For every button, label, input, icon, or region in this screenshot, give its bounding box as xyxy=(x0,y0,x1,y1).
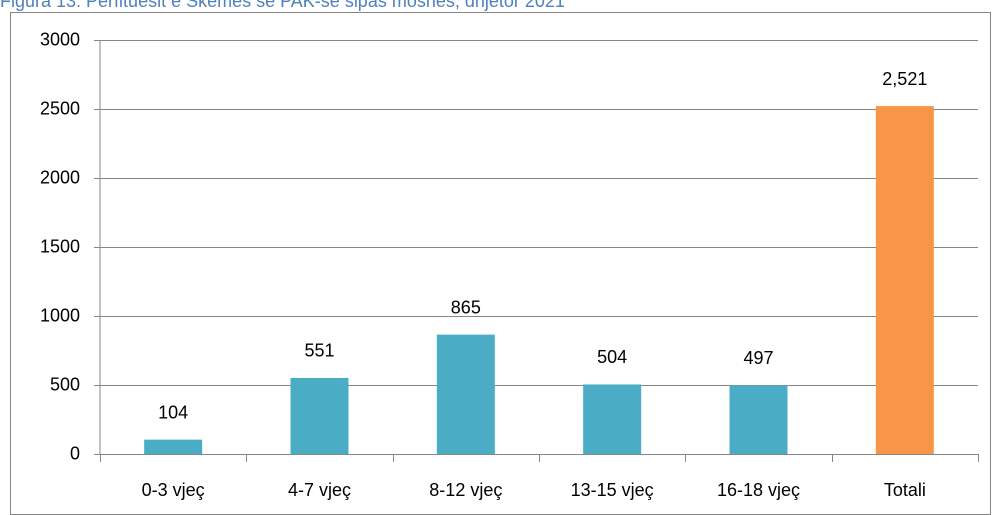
data-label: 865 xyxy=(451,297,481,317)
y-tick-label: 3000 xyxy=(40,29,80,49)
bar xyxy=(875,106,934,455)
data-label: 504 xyxy=(597,347,627,367)
bar xyxy=(144,439,203,454)
bar xyxy=(729,385,788,454)
x-tick-label: 13-15 vjeç xyxy=(571,480,654,500)
x-tick-label: 0-3 vjeç xyxy=(142,480,205,500)
data-label: 2,521 xyxy=(882,69,927,89)
y-tick-label: 2000 xyxy=(40,167,80,187)
y-tick-label: 0 xyxy=(70,443,80,463)
bar xyxy=(583,384,642,454)
y-tick-label: 2500 xyxy=(40,98,80,118)
y-tick-label: 1500 xyxy=(40,236,80,256)
data-label: 497 xyxy=(743,348,773,368)
chart-title: Figura 13: Përfituesit e Skemës së PAK-s… xyxy=(0,0,565,11)
bar xyxy=(436,334,495,454)
x-tick-label: 16-18 vjeç xyxy=(717,480,800,500)
data-label: 551 xyxy=(304,341,334,361)
y-tick-label: 1000 xyxy=(40,305,80,325)
data-label: 104 xyxy=(158,402,188,422)
chart-frame xyxy=(10,12,991,515)
y-tick-label: 500 xyxy=(50,374,80,394)
x-tick-label: 4-7 vjeç xyxy=(288,480,351,500)
bar xyxy=(290,377,349,454)
x-tick-label: Totali xyxy=(884,480,926,500)
x-tick-label: 8-12 vjeç xyxy=(429,480,502,500)
